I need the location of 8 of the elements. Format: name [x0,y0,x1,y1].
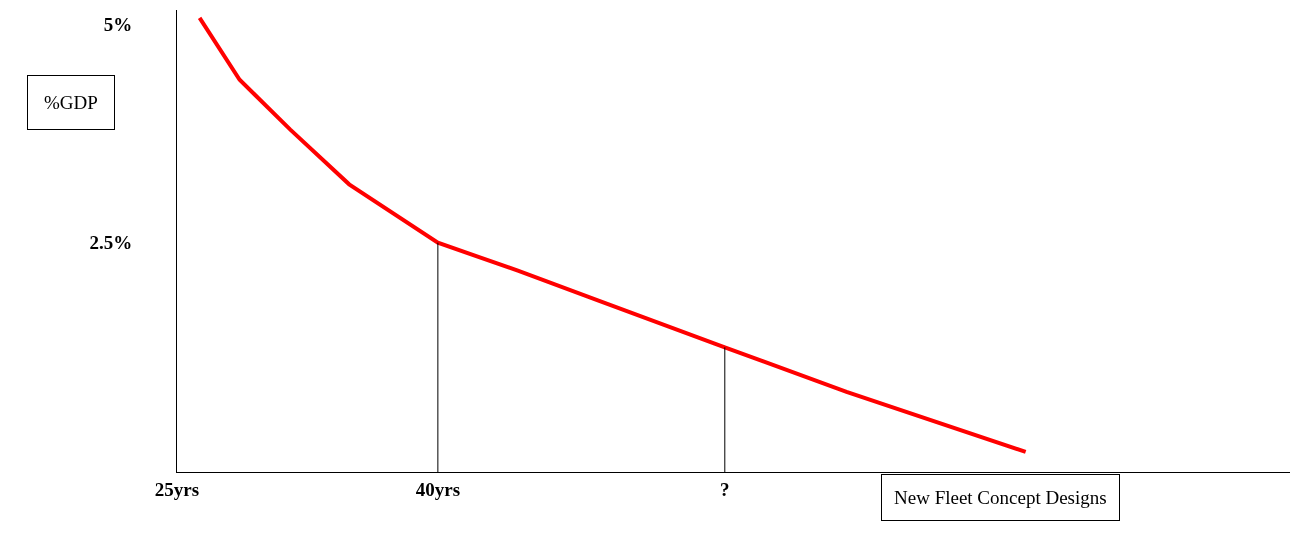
x-tick-label: 25yrs [154,478,200,500]
x-tick-label: 40yrs [415,478,461,500]
text: New Fleet Concept Designs [894,487,1107,508]
y-axis-title: %GDP [44,92,98,113]
y-tick-label: 5% [103,14,133,36]
line-series [197,15,1028,454]
y-tick-label: 2.5% [89,232,133,254]
x-tick-label: ? [720,478,730,500]
